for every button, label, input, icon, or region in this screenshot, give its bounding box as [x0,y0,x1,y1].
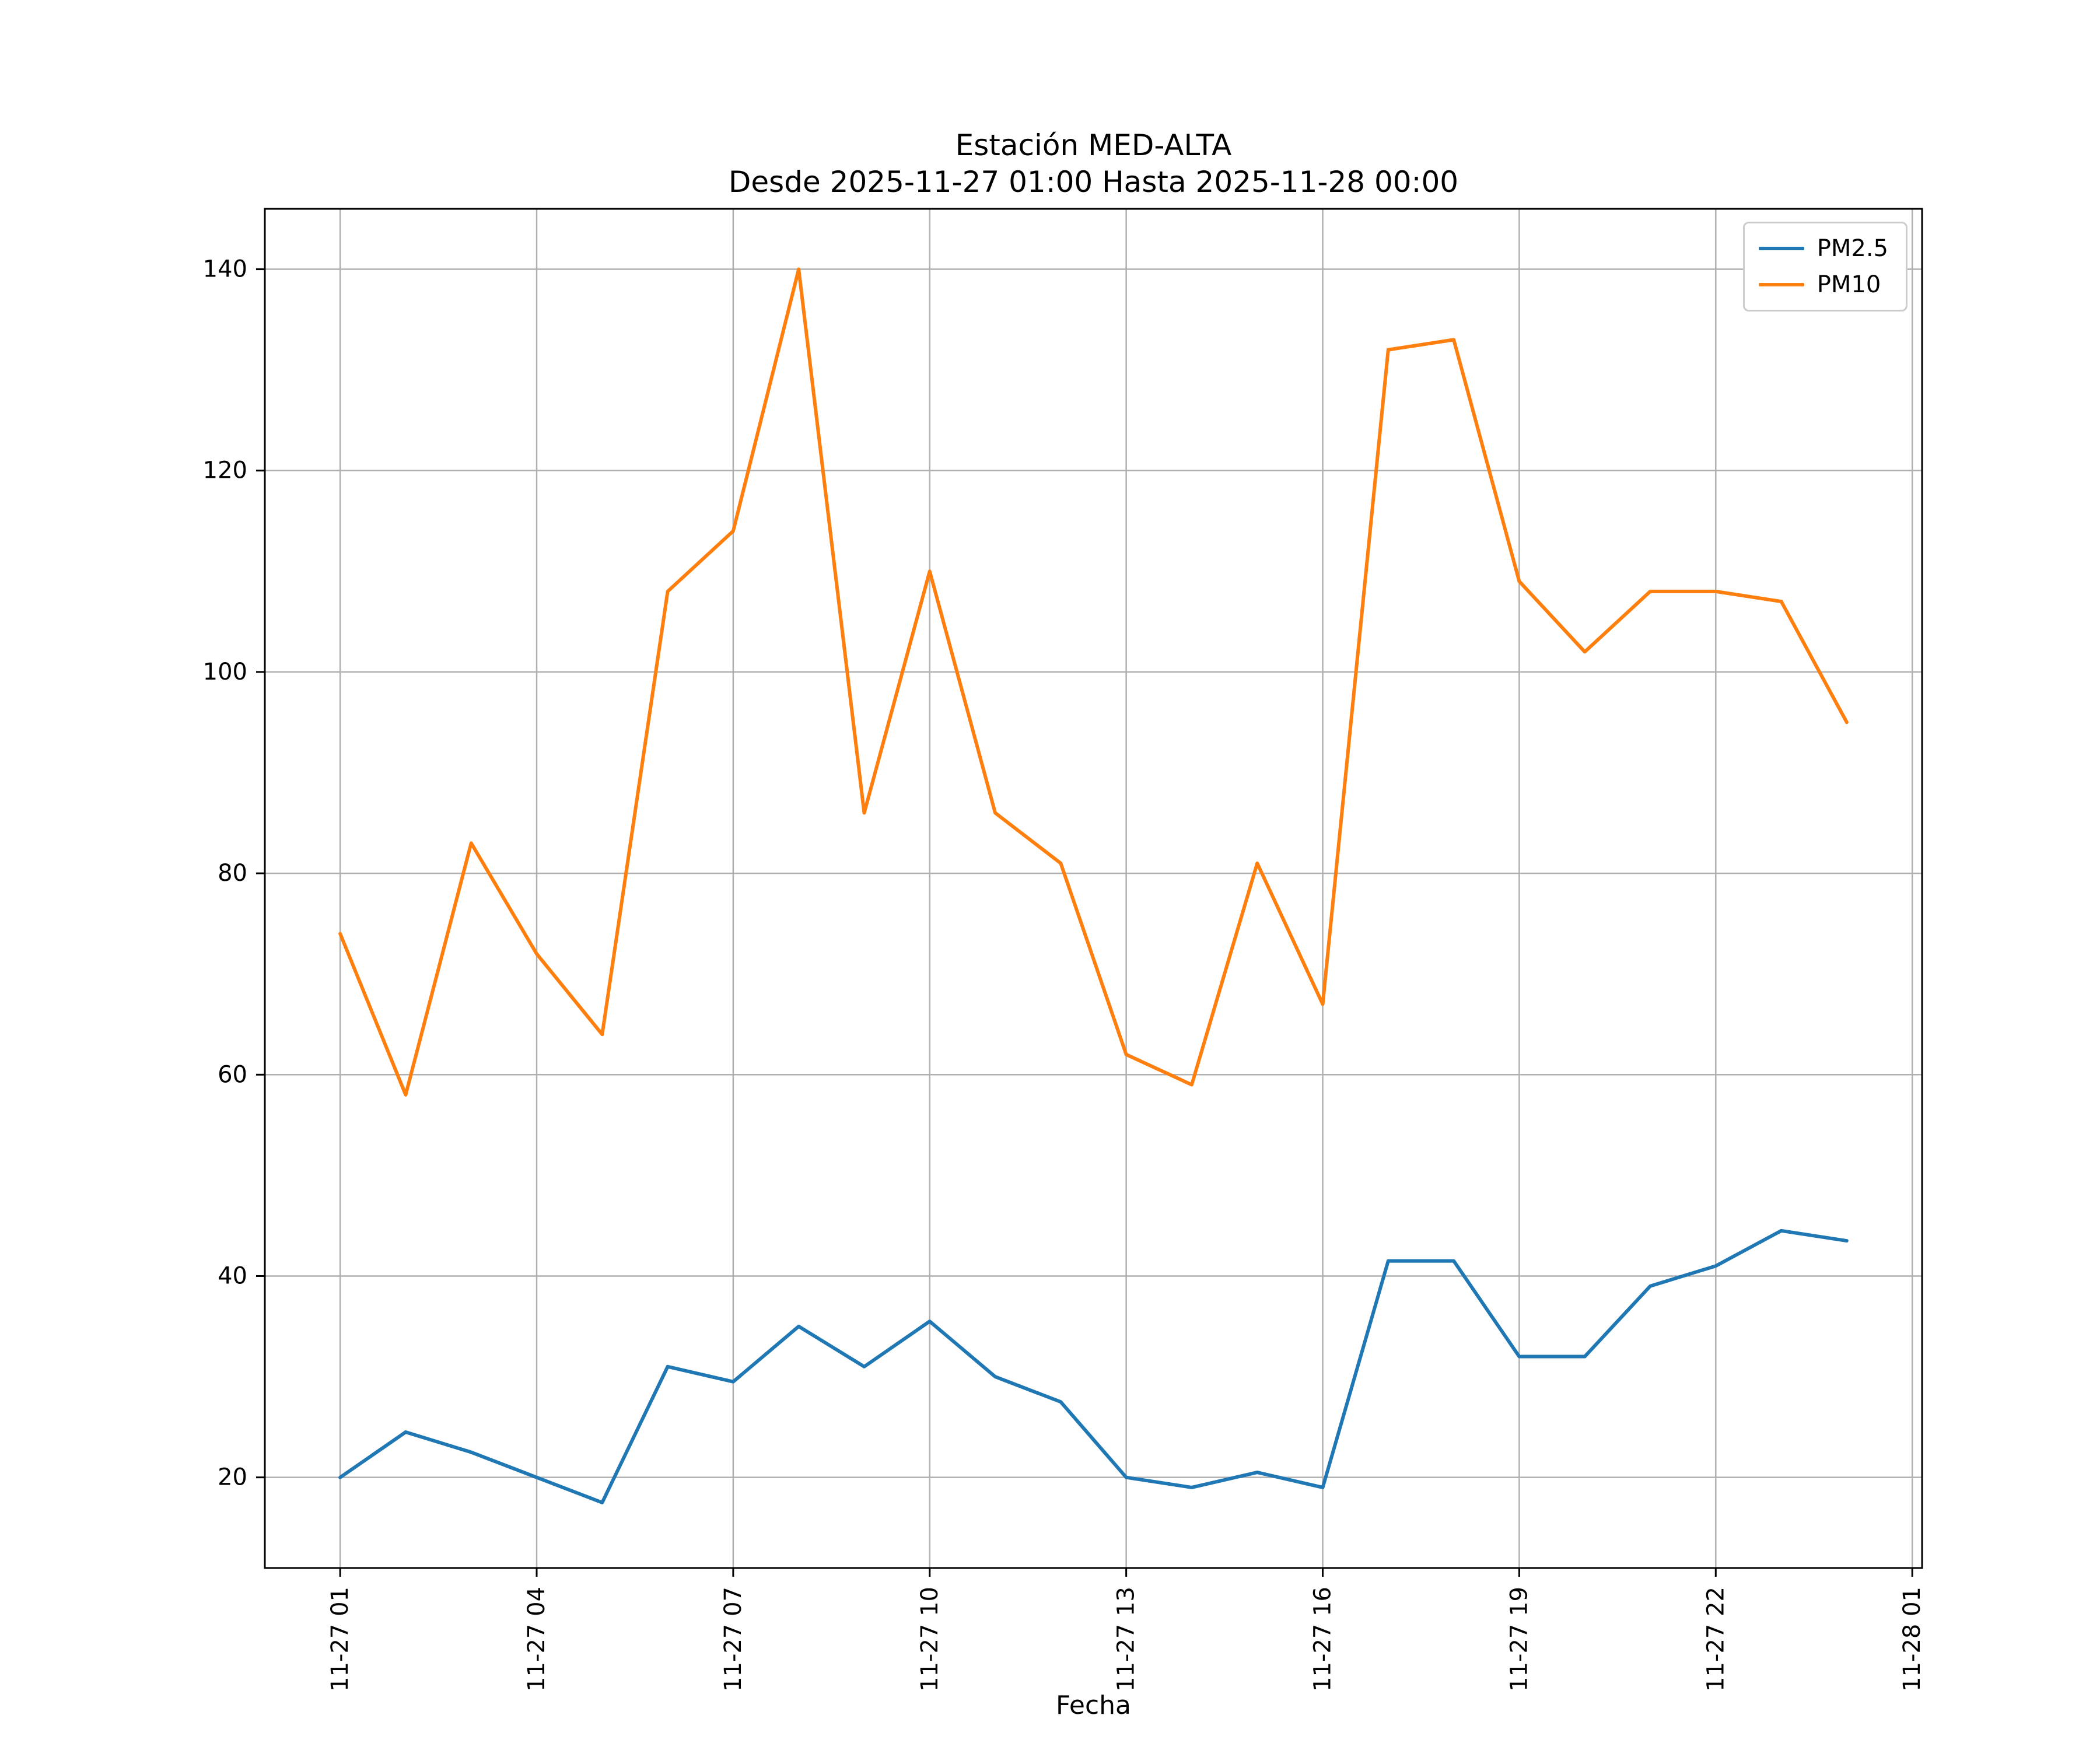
y-tick-label: 140 [203,256,247,283]
y-tick-label: 40 [218,1262,247,1289]
x-tick-label: 11-27 19 [1506,1587,1532,1692]
y-tick-label: 120 [203,457,247,484]
x-tick-label: 11-27 04 [523,1587,550,1692]
legend-swatch-pm25 [1758,247,1804,250]
chart-title: Estación MED-ALTA [955,128,1232,162]
x-tick-label: 11-28 01 [1899,1587,1926,1692]
chart-title-block: Estación MED-ALTA Desde 2025-11-27 01:00… [265,127,1922,201]
series-line-pm25 [338,1228,1849,1504]
legend-entry-pm10: PM10 [1758,271,1888,298]
legend-label-pm25: PM2.5 [1817,235,1888,262]
x-tick-label: 11-27 10 [916,1587,943,1692]
x-axis-label: Fecha [1055,1690,1131,1720]
x-tick-label: 11-27 01 [327,1587,354,1692]
x-tick-label: 11-27 07 [720,1587,747,1692]
series-line-pm10 [338,267,1849,1097]
x-tick-label: 11-27 16 [1310,1587,1336,1692]
legend: PM2.5 PM10 [1742,222,1908,312]
legend-swatch-pm10 [1758,283,1804,286]
x-tick-label: 11-27 13 [1113,1587,1140,1692]
plot-border [264,208,1923,1569]
legend-entry-pm25: PM2.5 [1758,235,1888,262]
y-tick-label: 100 [203,659,247,685]
y-tick-label: 60 [218,1061,247,1088]
chart-subtitle: Desde 2025-11-27 01:00 Hasta 2025-11-28 … [728,165,1459,199]
y-tick-label: 80 [218,860,247,887]
legend-label-pm10: PM10 [1817,271,1881,298]
x-tick-label: 11-27 22 [1702,1587,1729,1692]
y-tick-label: 20 [218,1464,247,1491]
